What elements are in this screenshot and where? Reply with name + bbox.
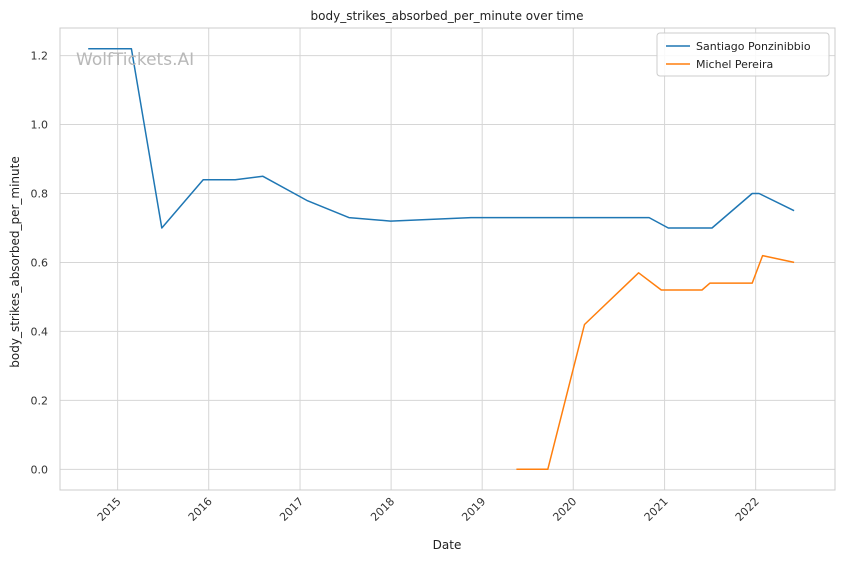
legend-label-santiago-ponzinibbio: Santiago Ponzinibbio	[696, 40, 811, 53]
grid	[60, 28, 835, 490]
x-axis-ticks: 2015 2016 2017 2018 2019 2020 2021 2022	[95, 495, 762, 524]
y-tick-label: 0.4	[31, 325, 49, 338]
series-line-santiago-ponzinibbio	[88, 47, 795, 229]
legend-label-michel-pereira: Michel Pereira	[696, 58, 773, 71]
chart-title: body_strikes_absorbed_per_minute over ti…	[311, 9, 584, 23]
x-tick-label: 2017	[277, 495, 306, 524]
y-tick-label: 0.0	[31, 463, 49, 476]
legend: Santiago Ponzinibbio Michel Pereira	[656, 32, 830, 77]
x-tick-label: 2016	[186, 495, 215, 524]
y-tick-label: 0.6	[31, 256, 49, 269]
series-layer	[88, 47, 795, 471]
x-tick-label: 2021	[642, 495, 671, 524]
x-tick-label: 2019	[459, 495, 488, 524]
x-tick-label: 2018	[368, 495, 397, 524]
plot-frame	[59, 27, 836, 491]
x-tick-label: 2020	[550, 495, 579, 524]
y-tick-label: 1.2	[31, 50, 49, 63]
series-line-michel-pereira	[516, 254, 795, 471]
x-tick-label: 2022	[733, 495, 762, 524]
watermark-text: WolfTickets.AI	[76, 50, 194, 70]
x-tick-label: 2015	[95, 495, 124, 524]
y-axis-title: body_strikes_absorbed_per_minute	[8, 156, 22, 367]
y-axis-ticks: 0.0 0.2 0.4 0.6 0.8 1.0 1.2	[31, 50, 49, 477]
x-axis-title: Date	[433, 538, 462, 552]
y-tick-label: 0.8	[31, 187, 49, 200]
y-tick-label: 0.2	[31, 394, 49, 407]
y-tick-label: 1.0	[31, 119, 49, 132]
legend-box	[656, 32, 830, 77]
